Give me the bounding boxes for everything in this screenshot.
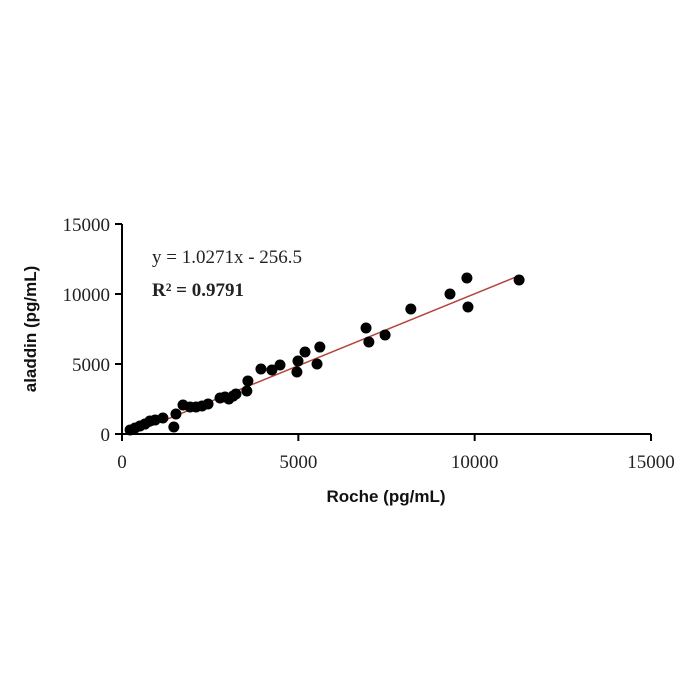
point <box>461 272 473 284</box>
point <box>444 288 456 300</box>
point <box>266 364 278 376</box>
point <box>291 366 303 378</box>
point <box>242 375 254 387</box>
point <box>168 421 180 433</box>
point <box>299 346 311 358</box>
x-tick-label: 15000 <box>627 452 675 473</box>
x-tick-label: 0 <box>117 452 127 473</box>
y-tick-label: 15000 <box>63 215 111 236</box>
point <box>363 336 375 348</box>
point <box>241 385 253 397</box>
x-tick-label: 10000 <box>451 452 499 473</box>
point <box>170 408 182 420</box>
point <box>314 341 326 353</box>
y-axis-title: aladdin (pg/mL) <box>21 266 40 393</box>
point <box>311 358 323 370</box>
x-axis-title: Roche (pg/mL) <box>327 487 446 506</box>
point <box>513 274 525 286</box>
point <box>405 303 417 315</box>
point <box>274 359 286 371</box>
point <box>292 355 304 367</box>
point <box>462 301 474 313</box>
point <box>230 388 242 400</box>
point <box>360 322 372 334</box>
y-tick-label: 0 <box>101 425 111 446</box>
point <box>157 412 169 424</box>
point <box>379 329 391 341</box>
x-tick-label: 5000 <box>279 452 317 473</box>
y-tick-label: 5000 <box>72 355 110 376</box>
r-squared: R² = 0.9791 <box>152 280 244 301</box>
y-tick-label: 10000 <box>63 285 111 306</box>
point <box>202 398 214 410</box>
point <box>255 363 267 375</box>
equation: y = 1.0271x - 256.5 <box>152 247 302 268</box>
